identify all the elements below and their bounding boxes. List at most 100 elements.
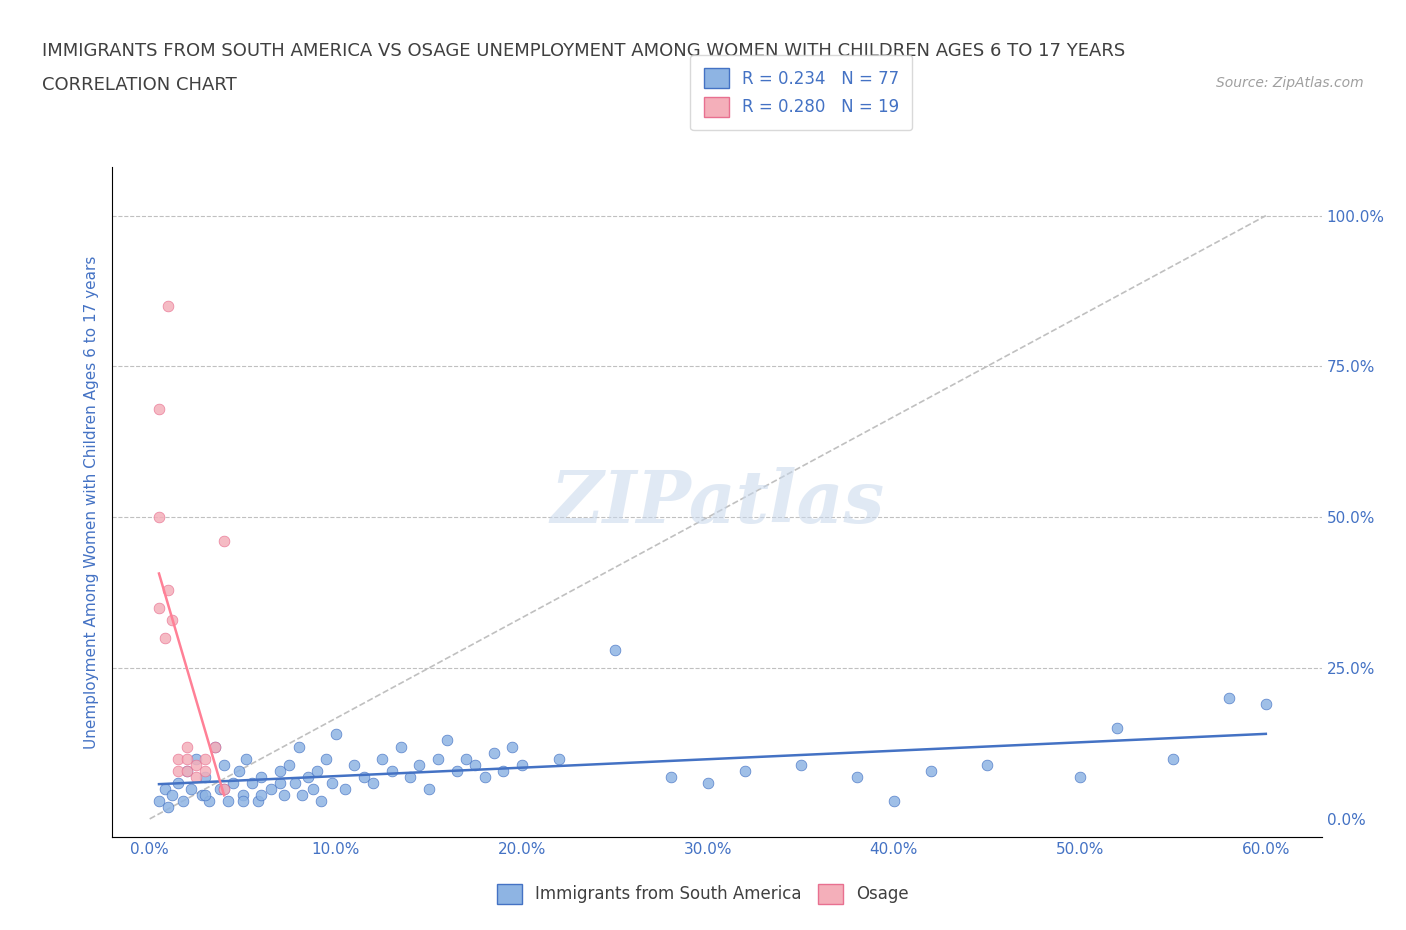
Point [603, 643, 626, 658]
Point [920, 764, 942, 778]
Point [287, 739, 309, 754]
Point [659, 769, 682, 784]
Point [176, 764, 198, 778]
Point [246, 793, 269, 808]
Legend: R = 0.234   N = 77, R = 0.280   N = 19: R = 0.234 N = 77, R = 0.280 N = 19 [690, 55, 912, 130]
Point [204, 739, 226, 754]
Point [291, 788, 314, 803]
Point [153, 781, 176, 796]
Point [315, 751, 337, 766]
Text: Source: ZipAtlas.com: Source: ZipAtlas.com [1216, 76, 1364, 90]
Y-axis label: Unemployment Among Women with Children Ages 6 to 17 years: Unemployment Among Women with Children A… [83, 256, 98, 749]
Point [166, 764, 188, 778]
Point [501, 739, 523, 754]
Point [198, 793, 221, 808]
Point [194, 751, 217, 766]
Point [436, 733, 458, 748]
Point [325, 727, 347, 742]
Point [194, 788, 217, 803]
Point [510, 757, 533, 772]
Point [309, 793, 332, 808]
Point [194, 769, 217, 784]
Point [194, 764, 217, 778]
Point [1218, 691, 1240, 706]
Point [734, 764, 756, 778]
Point [284, 776, 307, 790]
Point [474, 769, 496, 784]
Point [228, 764, 250, 778]
Point [790, 757, 813, 772]
Point [389, 739, 412, 754]
Point [548, 751, 571, 766]
Point [191, 788, 214, 803]
Point [153, 631, 176, 645]
Point [273, 788, 295, 803]
Point [1161, 751, 1184, 766]
Point [148, 401, 170, 416]
Point [380, 764, 402, 778]
Point [212, 781, 235, 796]
Point [361, 776, 384, 790]
Point [148, 793, 170, 808]
Point [148, 510, 170, 525]
Point [269, 764, 291, 778]
Point [353, 769, 375, 784]
Point [343, 757, 366, 772]
Point [232, 793, 254, 808]
Point [217, 793, 239, 808]
Text: ZIPatlas: ZIPatlas [550, 467, 884, 538]
Point [172, 793, 194, 808]
Point [209, 781, 232, 796]
Point [464, 757, 486, 772]
Point [1105, 721, 1128, 736]
Point [186, 751, 208, 766]
Point [235, 751, 257, 766]
Point [307, 764, 329, 778]
Point [371, 751, 394, 766]
Legend: Immigrants from South America, Osage: Immigrants from South America, Osage [488, 875, 918, 912]
Point [160, 788, 183, 803]
Point [321, 776, 343, 790]
Point [204, 739, 226, 754]
Point [845, 769, 868, 784]
Point [446, 764, 468, 778]
Point [186, 757, 208, 772]
Point [883, 793, 905, 808]
Point [176, 751, 198, 766]
Point [399, 769, 422, 784]
Point [259, 781, 281, 796]
Point [408, 757, 430, 772]
Point [1069, 769, 1091, 784]
Point [240, 776, 263, 790]
Point [160, 612, 183, 627]
Point [166, 776, 188, 790]
Point [454, 751, 477, 766]
Point [148, 601, 170, 616]
Point [250, 769, 273, 784]
Point [278, 757, 301, 772]
Point [269, 776, 291, 790]
Point [157, 582, 180, 597]
Point [696, 776, 718, 790]
Point [297, 769, 319, 784]
Point [427, 751, 450, 766]
Point [180, 781, 202, 796]
Point [492, 764, 515, 778]
Point [222, 776, 245, 790]
Point [157, 299, 180, 313]
Point [176, 739, 198, 754]
Text: CORRELATION CHART: CORRELATION CHART [42, 76, 238, 94]
Point [250, 788, 273, 803]
Point [212, 781, 235, 796]
Text: IMMIGRANTS FROM SOUTH AMERICA VS OSAGE UNEMPLOYMENT AMONG WOMEN WITH CHILDREN AG: IMMIGRANTS FROM SOUTH AMERICA VS OSAGE U… [42, 42, 1125, 60]
Point [333, 781, 356, 796]
Point [212, 757, 235, 772]
Point [186, 769, 208, 784]
Point [176, 764, 198, 778]
Point [157, 800, 180, 815]
Point [1254, 697, 1277, 711]
Point [212, 534, 235, 549]
Point [418, 781, 440, 796]
Point [976, 757, 998, 772]
Point [482, 745, 505, 760]
